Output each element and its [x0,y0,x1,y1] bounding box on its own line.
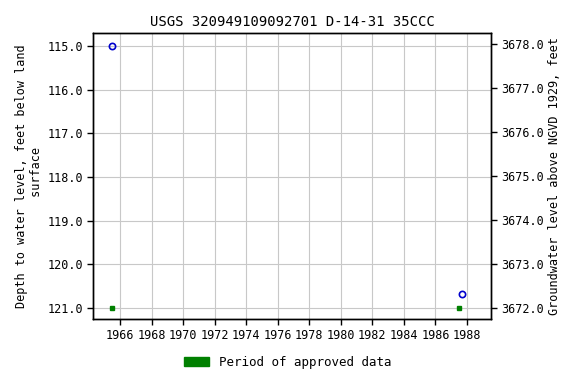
Y-axis label: Groundwater level above NGVD 1929, feet: Groundwater level above NGVD 1929, feet [548,37,561,315]
Legend: Period of approved data: Period of approved data [179,351,397,374]
Y-axis label: Depth to water level, feet below land
 surface: Depth to water level, feet below land su… [15,44,43,308]
Title: USGS 320949109092701 D-14-31 35CCC: USGS 320949109092701 D-14-31 35CCC [150,15,434,29]
